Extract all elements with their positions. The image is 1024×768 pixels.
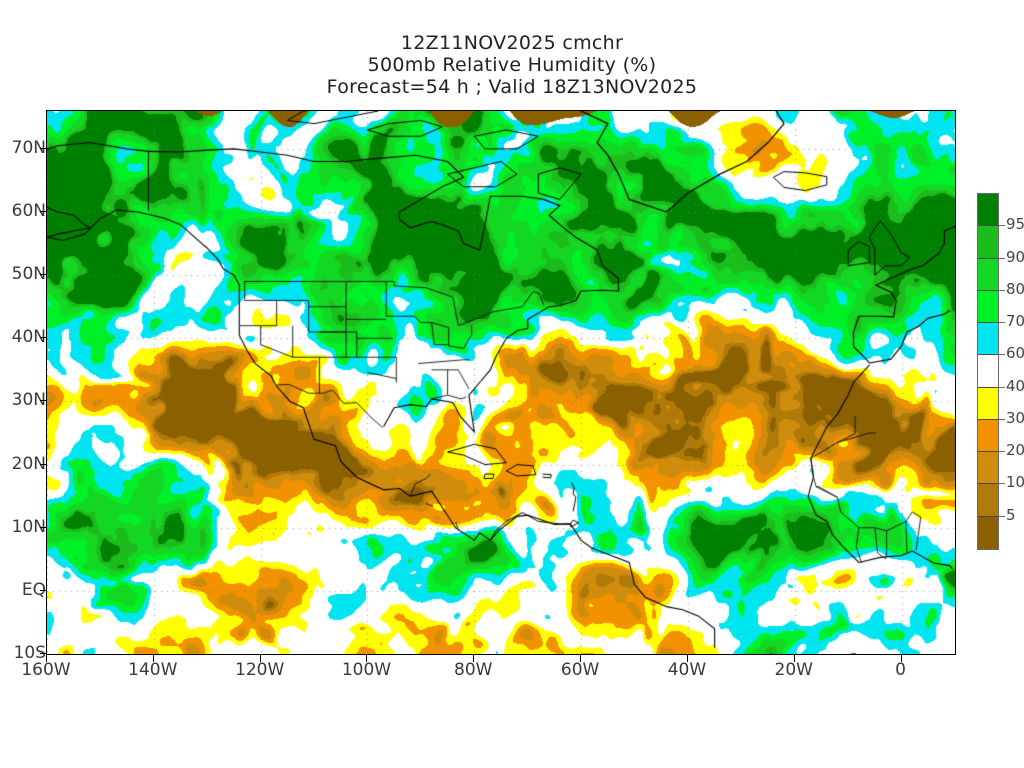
- x-tick-label: 100W: [341, 660, 392, 680]
- colorbar-tick-mark: [999, 515, 1005, 517]
- y-tick-label: 50N: [11, 264, 46, 285]
- colorbar-tick-label: 30: [1006, 408, 1024, 427]
- map-plot-area[interactable]: [46, 110, 956, 655]
- colorbar-tick-mark: [999, 322, 1005, 324]
- x-tick-label: 0: [895, 660, 906, 680]
- colorbar-tick-mark: [999, 257, 1005, 259]
- x-tick-mark: [473, 655, 475, 662]
- x-tick-label: 120W: [235, 660, 285, 680]
- colorbar-tick-label: 60: [1006, 344, 1024, 363]
- y-tick-mark: [40, 463, 47, 465]
- y-tick-label: 10S: [13, 643, 46, 663]
- x-tick-mark: [686, 655, 688, 662]
- chart-title-block: 12Z11NOV2025 cmchr 500mb Relative Humidi…: [0, 32, 1024, 98]
- y-tick-label: 60N: [11, 201, 46, 222]
- y-tick-label: 40N: [11, 327, 46, 348]
- colorbar-tick-mark: [999, 418, 1005, 420]
- colorbar-tick-label: 80: [1006, 279, 1024, 298]
- colorbar-tick-mark: [999, 483, 1005, 485]
- title-line-2: 500mb Relative Humidity (%): [367, 54, 657, 76]
- y-tick-mark: [40, 589, 47, 591]
- colorbar-tick-label: 20: [1006, 441, 1024, 460]
- y-tick-label: 20N: [11, 453, 46, 474]
- y-tick-mark: [40, 400, 47, 402]
- title-line-1: 12Z11NOV2025 cmchr: [400, 32, 624, 54]
- colorbar-band: [978, 323, 998, 356]
- x-tick-mark: [580, 655, 582, 662]
- x-tick-label: 60W: [560, 660, 600, 680]
- y-tick-label: 30N: [11, 390, 46, 411]
- colorbar-band: [978, 226, 998, 259]
- x-tick-label: 160W: [21, 660, 71, 680]
- colorbar-band: [978, 355, 998, 388]
- colorbar-band: [978, 419, 998, 453]
- x-tick-label: 140W: [128, 660, 178, 680]
- x-tick-label: 40W: [667, 660, 707, 680]
- y-tick-mark: [40, 337, 47, 339]
- colorbar-tick-label: 5: [1006, 505, 1016, 524]
- colorbar-band: [978, 194, 998, 227]
- colorbar-band: [978, 387, 998, 420]
- colorbar-tick-mark: [999, 386, 1005, 388]
- x-tick-mark: [793, 655, 795, 662]
- colorbar-band: [978, 516, 998, 549]
- colorbar-band: [978, 258, 998, 291]
- map-render-surface: [47, 111, 955, 654]
- colorbar-tick-mark: [999, 451, 1005, 453]
- colorbar-tick-mark: [999, 225, 1005, 227]
- colorbar-tick-label: 70: [1006, 312, 1024, 331]
- colorbar-tick-label: 95: [1006, 215, 1024, 234]
- colorbar-tick-label: 10: [1006, 473, 1024, 492]
- y-tick-label: 70N: [11, 137, 46, 158]
- colorbar-band: [978, 290, 998, 324]
- x-tick-mark: [900, 655, 902, 662]
- relative-humidity-field: [47, 111, 955, 654]
- colorbar-band: [978, 484, 998, 517]
- title-line-3: Forecast=54 h ; Valid 18Z13NOV2025: [326, 76, 698, 98]
- x-tick-label: 20W: [774, 660, 813, 680]
- y-tick-mark: [40, 147, 47, 149]
- colorbar-band: [978, 452, 998, 485]
- x-tick-mark: [152, 655, 154, 662]
- x-tick-mark: [46, 655, 47, 662]
- y-tick-mark: [40, 653, 47, 654]
- y-tick-label: EQ: [21, 579, 46, 600]
- colorbar-tick-mark: [999, 354, 1005, 356]
- colorbar-tick-label: 90: [1006, 247, 1024, 266]
- x-tick-mark: [366, 655, 368, 662]
- y-tick-mark: [40, 274, 47, 276]
- x-tick-label: 80W: [454, 660, 493, 680]
- y-tick-mark: [40, 211, 47, 213]
- colorbar-tick-label: 40: [1006, 376, 1024, 395]
- colorbar[interactable]: [977, 193, 999, 550]
- colorbar-tick-mark: [999, 289, 1005, 291]
- y-tick-mark: [40, 526, 47, 528]
- x-tick-mark: [259, 655, 261, 662]
- y-tick-label: 10N: [11, 516, 46, 537]
